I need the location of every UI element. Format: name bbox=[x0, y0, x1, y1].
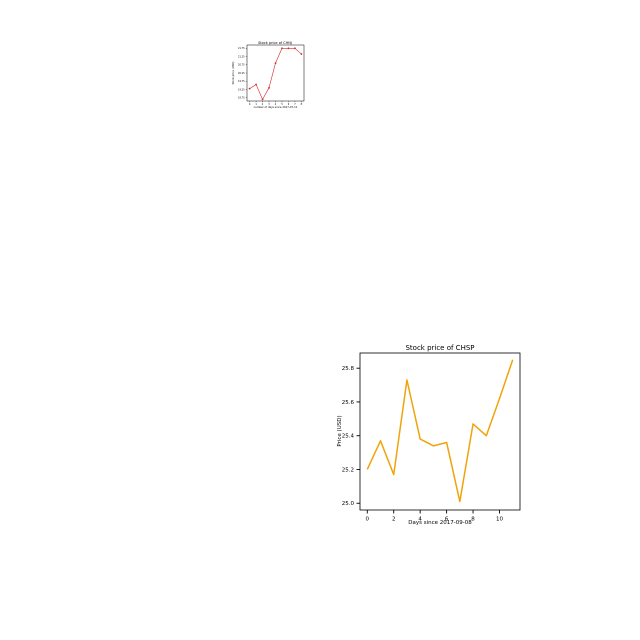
x-tick-label: 2 bbox=[392, 516, 396, 522]
y-tick-label: 25.6 bbox=[342, 400, 355, 406]
y-tick-label: 25.0 bbox=[342, 501, 355, 507]
data-point bbox=[261, 98, 264, 101]
y-tick-label: 20.25 bbox=[238, 72, 245, 75]
data-point bbox=[255, 83, 257, 86]
y-axis-label: Price (USD) bbox=[337, 415, 343, 446]
y-tick-label: 25.8 bbox=[342, 366, 355, 372]
x-axis-label: number of days since 2017-07-11 bbox=[254, 105, 298, 109]
x-axis-label: Days since 2017-09-08 bbox=[408, 520, 472, 526]
x-tick-label: 0 bbox=[249, 103, 251, 106]
y-tick-label: 21.25 bbox=[238, 55, 245, 58]
x-tick-label: 2 bbox=[262, 103, 264, 106]
y-tick-label: 20.75 bbox=[238, 64, 245, 67]
y-tick-label: 18.75 bbox=[238, 97, 245, 100]
x-tick-label: 10 bbox=[496, 516, 503, 522]
data-point bbox=[268, 86, 270, 89]
x-tick-label: 8 bbox=[301, 103, 303, 106]
plot-area bbox=[246, 44, 305, 102]
data-point bbox=[300, 53, 303, 55]
y-tick-label: 25.4 bbox=[342, 434, 355, 440]
y-tick-label: 19.75 bbox=[238, 80, 245, 83]
data-point bbox=[274, 62, 277, 65]
series-line bbox=[366, 359, 514, 503]
chart-title: Stock price of CHSP bbox=[405, 344, 474, 352]
y-tick-label: 19.25 bbox=[238, 88, 245, 91]
x-tick-label: 4 bbox=[275, 103, 277, 106]
x-tick-label: 1 bbox=[255, 103, 257, 106]
data-point bbox=[287, 47, 290, 50]
y-axis-label: Stock price (USD) bbox=[231, 62, 235, 85]
x-tick-label: 4 bbox=[418, 516, 422, 522]
data-point bbox=[294, 47, 296, 50]
y-tick-label: 21.75 bbox=[238, 47, 245, 50]
data-point bbox=[281, 47, 283, 50]
plot-area bbox=[359, 352, 521, 511]
x-tick-label: 8 bbox=[471, 516, 475, 522]
x-tick-label: 0 bbox=[366, 516, 370, 522]
x-tick-label: 6 bbox=[288, 103, 290, 106]
x-tick-label: 7 bbox=[294, 103, 296, 106]
x-tick-label: 6 bbox=[445, 516, 449, 522]
chart-title: Stock price of CHNJ bbox=[258, 41, 292, 45]
data-point bbox=[248, 87, 251, 90]
x-tick-label: 3 bbox=[268, 103, 270, 106]
y-tick-label: 25.2 bbox=[342, 467, 354, 473]
x-tick-label: 5 bbox=[281, 103, 283, 106]
